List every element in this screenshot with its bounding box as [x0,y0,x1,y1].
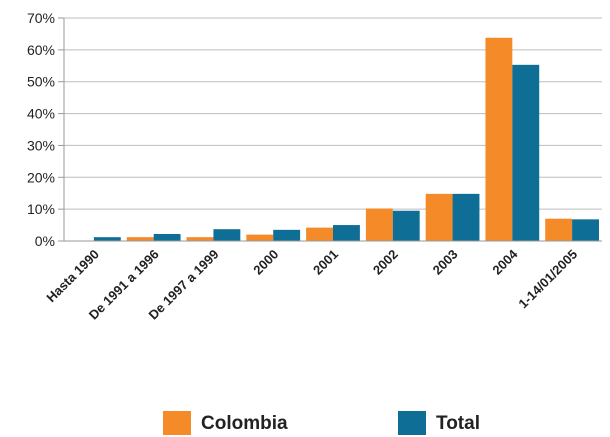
bar-total-3 [273,229,301,241]
legend-label-colombia: Colombia [201,413,288,434]
bar-total-0 [93,237,121,241]
bar-total-8 [572,219,599,241]
y-tick-label: 10% [27,201,55,217]
x-category-label: 2002 [370,247,401,278]
bar-total-7 [512,64,540,241]
legend-swatch-colombia [163,411,191,435]
y-tick-label: 40% [27,106,55,122]
x-category-label: 1-14/01/2005 [515,247,580,312]
bar-colombia-3 [246,234,274,241]
bar-total-5 [392,210,420,241]
y-tick-label: 70% [27,10,55,26]
y-tick-label: 20% [27,169,55,185]
bar-colombia-4 [306,227,333,241]
y-tick-label: 30% [27,137,55,153]
legend-label-total: Total [436,413,480,434]
y-axis: 0% 10% 20% 30% 40% 50% 60% 70% [27,10,65,249]
bars [93,37,599,241]
bar-colombia-2 [186,237,214,241]
x-category-label: 2001 [310,247,341,278]
x-category-label: 2003 [430,247,461,278]
legend: Colombia Total [163,411,480,435]
y-tick-label: 60% [27,42,55,58]
y-tick-label: 50% [27,74,55,90]
bar-colombia-8 [545,218,573,241]
x-category-label: 2000 [250,247,281,278]
bar-colombia-5 [365,208,393,241]
y-tick-label: 0% [35,233,55,249]
x-category-label: 2004 [489,246,521,278]
x-category-label: Hasta 1990 [43,247,102,306]
bar-colombia-7 [485,37,513,241]
bar-colombia-1 [126,237,154,241]
legend-swatch-total [398,411,426,435]
gridlines [64,17,602,210]
bar-total-6 [452,193,480,241]
bar-total-2 [213,229,241,241]
bar-total-4 [333,225,360,241]
bar-colombia-6 [425,193,453,241]
bar-total-1 [153,233,181,241]
